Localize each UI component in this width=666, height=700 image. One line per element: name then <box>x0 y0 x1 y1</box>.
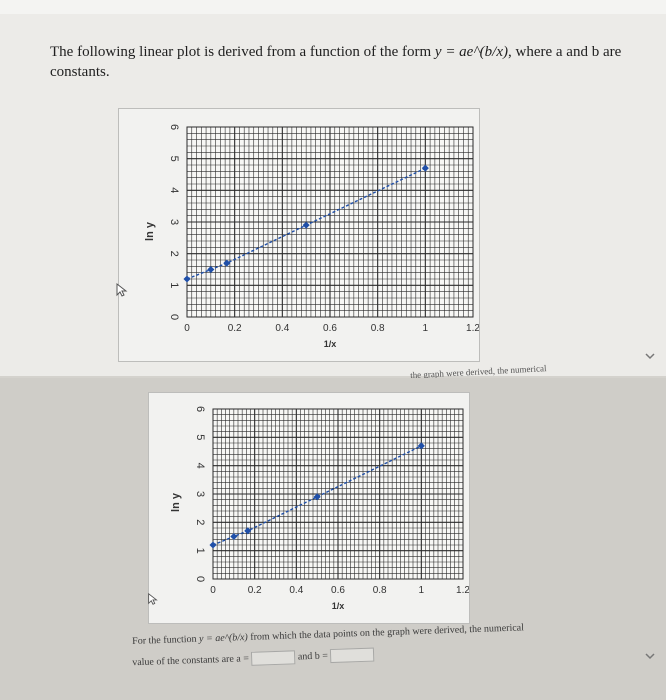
question-formula: y = ae^(b/x) <box>434 44 508 60</box>
mouse-pointer-icon-2 <box>148 592 158 605</box>
chart-1-xtick-label: 0.4 <box>275 323 289 334</box>
answer-line2-prefix: value of the constants are a = <box>132 653 250 669</box>
chart-1-ytick-label: 4 <box>168 187 180 193</box>
constant-b-input[interactable] <box>330 647 375 664</box>
question-text: The following linear plot is derived fro… <box>50 42 650 82</box>
chart-2-ytick-label: 5 <box>194 434 206 440</box>
scroll-down-icon-2[interactable] <box>644 650 656 662</box>
mouse-pointer-icon <box>116 282 128 297</box>
chart-2-ytick-label: 4 <box>194 463 206 469</box>
scroll-down-icon[interactable] <box>644 350 656 362</box>
chart-2-xlabel: 1/x <box>332 601 345 611</box>
chart-2-xtick-label: 0.4 <box>289 585 303 596</box>
chart-1-xlabel: 1/x <box>324 339 337 349</box>
chart-2-ytick-label: 3 <box>194 491 206 497</box>
chart-1-data-point <box>421 164 429 172</box>
chart-1-ytick-label: 3 <box>168 219 180 225</box>
chart-2-xtick-label: 0.2 <box>248 585 262 596</box>
chart-2-data-point <box>209 541 217 549</box>
chart-2-ytick-label: 1 <box>194 548 206 554</box>
constant-a-input[interactable] <box>251 650 296 666</box>
chart-1-svg: 0 1 2 3 4 5 6 0 0.2 0.4 0.6 0.8 1 1.2 1/x ln y <box>144 124 479 349</box>
chart-1: 0 1 2 3 4 5 6 0 0.2 0.4 0.6 0.8 1 1.2 1/x ln y <box>118 108 480 362</box>
chart-2-xtick-label: 1.2 <box>456 585 469 596</box>
chart-2: 0 1 2 3 4 5 6 0 0.2 0.4 0.6 0.8 1 1.2 1/x ln y <box>148 392 470 624</box>
chart-1-xtick-label: 0.2 <box>228 323 242 334</box>
chart-1-xtick-label: 0.8 <box>371 323 385 334</box>
answer-and-b: and b = <box>297 650 329 663</box>
question-text-before: The following linear plot is derived fro… <box>50 44 432 60</box>
question-text-after: , where a and b are constants. <box>50 44 622 80</box>
answer-line1-prefix: For the function <box>132 633 197 647</box>
chart-1-xtick-label: 1.2 <box>466 323 479 334</box>
chart-2-ytick-label: 6 <box>194 406 206 412</box>
chart-2-ylabel: ln y <box>170 492 182 512</box>
chart-2-ytick-label: 2 <box>194 519 206 525</box>
chart-2-data-point <box>230 532 238 541</box>
chart-2-grid <box>213 409 463 579</box>
chart-2-ytick-label: 0 <box>194 576 206 582</box>
answer-formula: y = ae^(b/x) <box>198 631 248 645</box>
chart-2-xtick-label: 1 <box>419 585 425 596</box>
chart-1-ytick-label: 6 <box>168 124 180 130</box>
chart-1-xtick-label: 1 <box>423 323 429 334</box>
chart-2-xtick-label: 0.6 <box>331 585 345 596</box>
chart-1-xtick-label: 0.6 <box>323 323 337 334</box>
chart-1-data-point <box>183 275 191 283</box>
chart-1-grid <box>187 127 473 317</box>
chart-1-ylabel: ln y <box>144 221 156 241</box>
browser-strip <box>0 0 666 14</box>
chart-1-ytick-label: 5 <box>168 156 180 162</box>
chart-1-ytick-label: 2 <box>168 251 180 257</box>
chart-2-xtick-label: 0.8 <box>373 585 387 596</box>
chart-2-svg: 0 1 2 3 4 5 6 0 0.2 0.4 0.6 0.8 1 1.2 1/x ln y <box>170 406 469 611</box>
chart-1-ytick-label: 1 <box>168 282 180 288</box>
chart-1-ytick-label: 0 <box>168 314 180 320</box>
chart-1-data-point <box>223 259 231 267</box>
chart-2-xtick-label: 0 <box>210 585 216 596</box>
chart-1-data-point <box>207 265 215 274</box>
chart-1-xtick-label: 0 <box>184 323 190 334</box>
